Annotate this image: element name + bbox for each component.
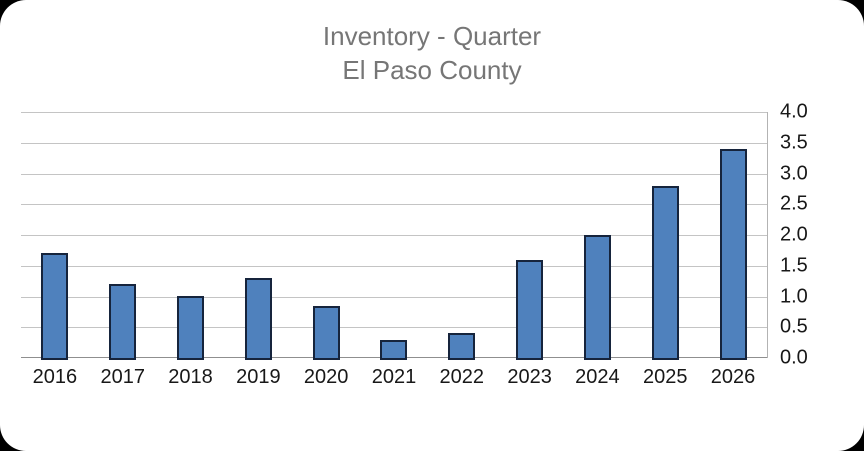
- bar-slot: [157, 112, 225, 360]
- y-tick-label: 2.0: [780, 223, 808, 246]
- bar-2020: [312, 306, 340, 360]
- bar-slot: [89, 112, 157, 360]
- bar-slot: [428, 112, 496, 360]
- bar-2019: [244, 278, 272, 360]
- x-tick-label: 2019: [236, 366, 281, 388]
- bar-2018: [177, 296, 205, 360]
- bar-slot: [360, 112, 428, 360]
- bar-series: [21, 112, 767, 360]
- bar-2017: [109, 284, 137, 360]
- bar-2025: [651, 186, 679, 360]
- chart-subtitle: El Paso County: [342, 55, 522, 85]
- gridline: [21, 174, 767, 175]
- x-tick-label: 2017: [100, 366, 145, 388]
- x-tick-label: 2020: [303, 366, 349, 388]
- x-tick-label: 2022: [439, 366, 485, 388]
- x-tick-label: 2026: [710, 366, 756, 388]
- y-tick-label: 3.5: [780, 131, 808, 154]
- plot-area: [21, 112, 768, 360]
- bar-2016: [41, 253, 69, 360]
- gridline: [21, 297, 767, 298]
- gridline: [21, 204, 767, 205]
- y-tick-label: 4.0: [780, 100, 808, 123]
- x-tick-label: 2016: [32, 366, 78, 388]
- y-tick-label: 2.5: [780, 192, 808, 215]
- bar-2022: [448, 333, 476, 360]
- y-tick-label: 1.0: [780, 285, 808, 308]
- x-tick-label: 2021: [371, 366, 417, 388]
- y-tick-label: 1.5: [780, 254, 808, 277]
- bar-slot: [21, 112, 89, 360]
- bar-slot: [699, 112, 767, 360]
- y-tick-label: 0.5: [780, 315, 808, 338]
- bar-slot: [564, 112, 632, 360]
- bar-2023: [516, 260, 544, 360]
- x-tick-label: 2018: [168, 366, 213, 388]
- x-axis-labels: 2016 2017 2018 2019 2020 2021 2022 2023 2024 2025…: [21, 366, 767, 389]
- bar-2021: [380, 340, 408, 360]
- bar-slot: [631, 112, 699, 360]
- gridline: [21, 112, 767, 113]
- bar-slot: [224, 112, 292, 360]
- chart-title-block: Inventory - Quarter El Paso County: [0, 19, 864, 87]
- chart-title: Inventory - Quarter: [322, 21, 542, 51]
- x-tick-label: 2023: [507, 366, 552, 388]
- x-tick-label: 2025: [642, 366, 688, 388]
- bar-2024: [583, 235, 611, 360]
- gridline: [21, 235, 767, 236]
- y-tick-label: 0.0: [780, 346, 808, 369]
- y-tick-label: 3.0: [780, 162, 808, 185]
- x-tick-label: 2024: [575, 366, 620, 388]
- bar-2026: [719, 149, 747, 360]
- gridline: [21, 143, 767, 144]
- bar-slot: [292, 112, 360, 360]
- gridline: [21, 266, 767, 267]
- gridline: [21, 327, 767, 328]
- y-axis-labels: 4.0 3.5 3.0 2.5 2.0 1.5 1.0 0.5 0.0: [780, 101, 850, 369]
- bar-slot: [496, 112, 564, 360]
